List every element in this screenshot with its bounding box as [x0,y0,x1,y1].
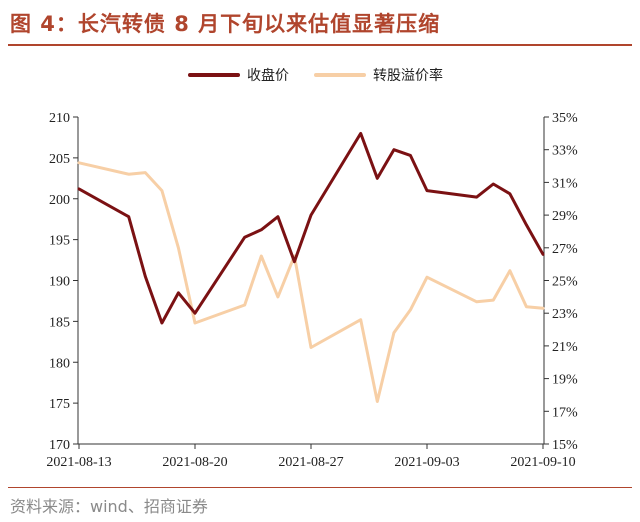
chart-title: 图 4：长汽转债 8 月下旬以来估值显著压缩 [10,12,441,36]
y-left-tick-label: 190 [49,275,70,290]
x-tick-label: 2021-09-03 [394,455,459,470]
x-tick-label: 2021-08-13 [46,455,111,470]
x-tick-label: 2021-08-27 [278,455,343,470]
legend-label-0: 收盘价 [247,67,289,84]
y-right-tick-label: 35% [552,111,578,126]
y-right-tick-label: 15% [552,438,578,453]
title-divider [8,44,632,46]
y-left-tick-label: 195 [49,234,70,249]
y-right-tick-label: 19% [552,373,578,388]
y-left-tick-label: 210 [49,111,70,126]
source-note: 资料来源：wind、招商证券 [10,497,208,516]
x-tick-label: 2021-08-20 [162,455,227,470]
y-right-tick-label: 17% [552,405,578,420]
axes: 170 175 180 185 190 195 200 205 210 15% 17% 19% 21% 2… [46,111,578,470]
y-right-tick-label: 23% [552,307,578,322]
y-right-tick-label: 31% [552,176,578,191]
y-right-tick-label: 29% [552,209,578,224]
x-tick-label: 2021-09-10 [510,455,575,470]
legend-label-1: 转股溢价率 [373,67,443,84]
y-left-tick-label: 170 [49,438,70,453]
legend: 收盘价 转股溢价率 [188,67,443,84]
series-line-conversion-premium [77,161,545,403]
y-left-tick-label: 205 [49,152,70,167]
y-right-tick-label: 33% [552,144,578,159]
series-lines [77,131,545,403]
y-left-tick-label: 200 [49,193,70,208]
source-divider [8,487,632,488]
y-right-tick-label: 27% [552,242,578,257]
y-right-tick-label: 21% [552,340,578,355]
y-left-tick-label: 180 [49,356,70,371]
y-left-tick-label: 185 [49,315,70,330]
y-left-tick-label: 175 [49,397,70,412]
series-line-close-price [77,131,545,325]
y-right-tick-label: 25% [552,275,578,290]
